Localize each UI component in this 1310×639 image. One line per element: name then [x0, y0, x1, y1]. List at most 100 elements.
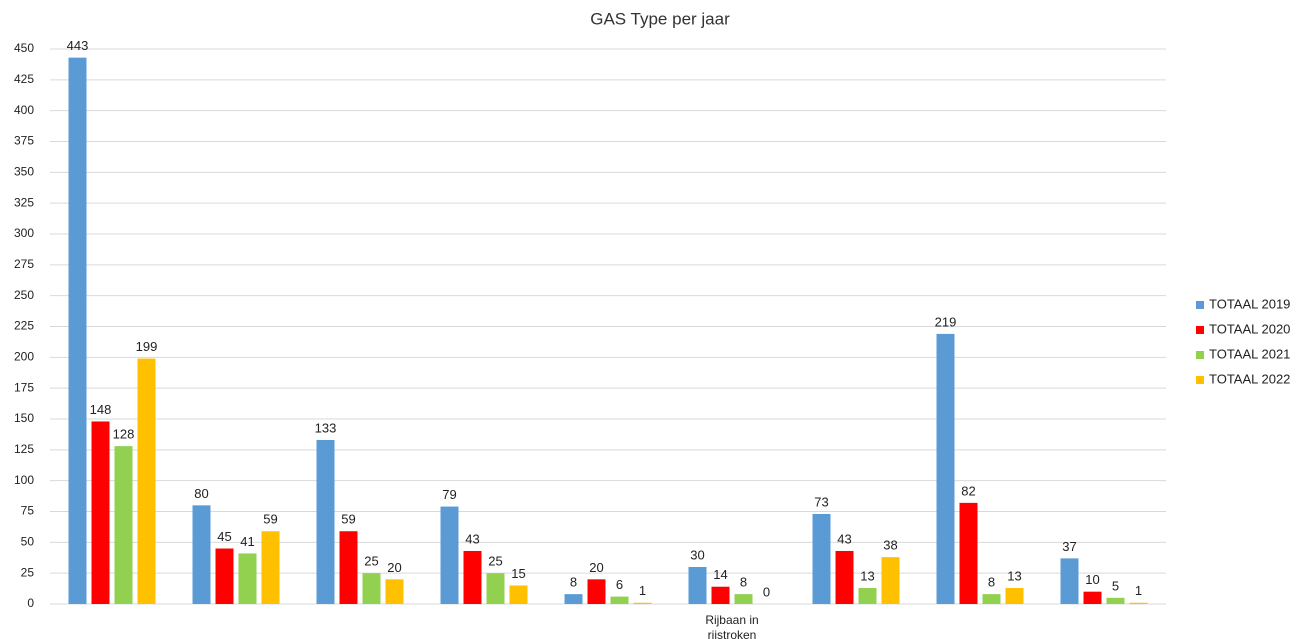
bar [215, 548, 234, 604]
y-tick-label: 350 [14, 165, 34, 179]
bar [440, 506, 459, 604]
value-label: 15 [511, 566, 525, 581]
y-tick-label: 300 [14, 226, 34, 240]
bar [238, 553, 257, 604]
bar [982, 594, 1001, 604]
value-label: 133 [315, 420, 337, 435]
bar [1106, 597, 1125, 604]
value-label: 8 [740, 575, 747, 590]
value-label: 45 [217, 529, 231, 544]
bar [881, 557, 900, 604]
bar [339, 531, 358, 604]
value-label: 148 [90, 402, 112, 417]
value-label: 41 [240, 534, 254, 549]
value-label: 20 [387, 560, 401, 575]
bar [936, 333, 955, 604]
value-label: 1 [1135, 583, 1142, 598]
value-label: 59 [263, 512, 277, 527]
y-tick-label: 50 [21, 535, 35, 549]
y-tick-label: 275 [14, 257, 34, 271]
bar [137, 358, 156, 604]
legend-label: TOTAAL 2021 [1209, 346, 1290, 361]
y-tick-label: 175 [14, 380, 34, 394]
value-label: 128 [113, 427, 135, 442]
value-label: 219 [935, 314, 957, 329]
bar [1083, 591, 1102, 604]
value-label: 30 [690, 547, 704, 562]
bar [835, 550, 854, 604]
bar [463, 550, 482, 604]
value-label: 6 [616, 577, 623, 592]
bar [486, 573, 505, 604]
bar [610, 596, 629, 604]
bar [1060, 558, 1079, 604]
value-label: 20 [589, 560, 603, 575]
bar [688, 567, 707, 604]
value-label: 82 [961, 483, 975, 498]
value-label: 10 [1085, 572, 1099, 587]
y-tick-label: 450 [14, 41, 34, 55]
bar [68, 57, 87, 604]
bar [587, 579, 606, 604]
legend-swatch [1196, 351, 1204, 359]
legend-swatch [1196, 301, 1204, 309]
value-label: 43 [837, 531, 851, 546]
bar [316, 439, 335, 604]
y-tick-label: 0 [27, 596, 34, 610]
legend-swatch [1196, 326, 1204, 334]
value-label: 25 [364, 554, 378, 569]
bar [734, 594, 753, 604]
bar [633, 602, 652, 604]
legend-label: TOTAAL 2022 [1209, 371, 1290, 386]
value-label: 59 [341, 512, 355, 527]
y-tick-label: 250 [14, 288, 34, 302]
bar [959, 502, 978, 604]
legend-label: TOTAAL 2019 [1209, 296, 1290, 311]
value-label: 73 [814, 494, 828, 509]
value-label: 37 [1062, 539, 1076, 554]
y-tick-label: 325 [14, 195, 34, 209]
y-tick-label: 425 [14, 72, 34, 86]
bar [509, 585, 528, 604]
value-label: 8 [988, 575, 995, 590]
y-tick-label: 75 [21, 504, 35, 518]
y-tick-label: 400 [14, 103, 34, 117]
value-label: 13 [1007, 568, 1021, 583]
value-label: 8 [570, 575, 577, 590]
x-tick-label: Rijbaan in rijstroken [705, 613, 758, 639]
y-tick-label: 375 [14, 134, 34, 148]
legend-label: TOTAAL 2020 [1209, 321, 1290, 336]
bar [1129, 602, 1148, 604]
value-label: 13 [860, 568, 874, 583]
value-label: 79 [442, 487, 456, 502]
bar [114, 446, 133, 604]
bar [91, 421, 110, 604]
y-tick-label: 225 [14, 319, 34, 333]
y-tick-label: 150 [14, 411, 34, 425]
value-label: 43 [465, 531, 479, 546]
y-tick-label: 100 [14, 473, 34, 487]
bar [1005, 587, 1024, 604]
value-label: 38 [883, 538, 897, 553]
bar [564, 594, 583, 604]
value-label: 25 [488, 554, 502, 569]
bar [362, 573, 381, 604]
chart-title: GAS Type per jaar [590, 9, 730, 28]
value-label: 0 [763, 584, 770, 599]
bar [385, 579, 404, 604]
value-label: 443 [67, 38, 89, 53]
bar [261, 531, 280, 604]
y-tick-label: 25 [21, 565, 35, 579]
legend-swatch [1196, 376, 1204, 384]
value-label: 80 [194, 486, 208, 501]
value-label: 14 [713, 567, 727, 582]
y-tick-label: 200 [14, 350, 34, 364]
bar [192, 505, 211, 604]
value-label: 199 [136, 339, 158, 354]
y-tick-label: 125 [14, 442, 34, 456]
value-label: 5 [1112, 578, 1119, 593]
bar [858, 587, 877, 604]
bar [812, 513, 831, 604]
bar [711, 586, 730, 604]
